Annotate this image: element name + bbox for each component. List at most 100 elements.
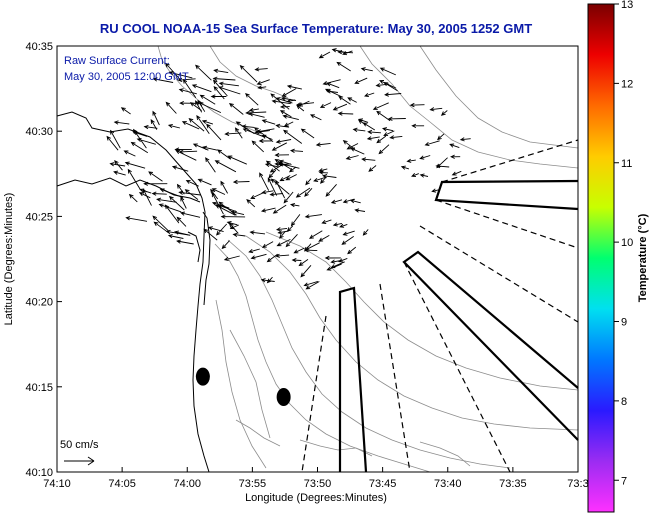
- current-vector-arrow: [298, 100, 310, 107]
- station-dot: [195, 367, 210, 386]
- current-vector-arrow: [249, 230, 266, 235]
- current-vector-arrow: [213, 68, 229, 74]
- current-vector-arrow: [313, 176, 326, 183]
- current-vector-arrow: [248, 248, 260, 254]
- current-vector-arrow: [419, 173, 429, 178]
- current-vector-arrow: [285, 233, 298, 248]
- current-vector-arrow: [220, 180, 228, 194]
- current-vector-arrow: [254, 67, 268, 72]
- current-vector-arrow: [376, 110, 391, 122]
- current-vector-arrow: [367, 129, 381, 135]
- current-vector-arrow: [212, 79, 228, 97]
- current-vector-arrow: [242, 128, 265, 138]
- colorbar-tick-label: 9: [621, 317, 627, 329]
- current-vector-arrow: [364, 92, 375, 98]
- current-vector-arrow: [304, 214, 322, 219]
- colorbar-tick-label: 13: [621, 0, 633, 11]
- current-vector-arrow: [156, 197, 177, 203]
- current-vector-arrow: [256, 79, 270, 85]
- coverage-lines: [301, 139, 579, 473]
- y-axis-ticks: 40:10 40:15 40:20 40:25 40:30 40:35: [25, 41, 62, 479]
- y-tick-label: 40:25: [25, 211, 53, 223]
- current-vector-arrow: [228, 102, 244, 115]
- current-vector-arrow: [330, 199, 343, 204]
- current-vector-arrow: [250, 253, 267, 260]
- current-vector-arrow: [127, 168, 141, 190]
- current-vector-arrow: [341, 236, 354, 245]
- current-vector-arrow: [354, 77, 368, 84]
- y-axis-label: Latitude (Degrees:Minutes): [3, 193, 15, 326]
- y-tick-label: 40:30: [25, 126, 53, 138]
- current-vector-arrow: [197, 99, 206, 112]
- current-vector-arrow: [352, 127, 366, 132]
- colorbar-tick-label: 7: [621, 475, 627, 487]
- y-tick-label: 40:10: [25, 467, 53, 479]
- current-vectors: [106, 48, 471, 290]
- x-tick-label: 74:05: [108, 478, 136, 490]
- current-vector-arrow: [279, 104, 290, 109]
- current-vector-arrow: [164, 204, 180, 224]
- current-vector-arrow: [167, 234, 184, 239]
- current-vector-arrow: [429, 107, 443, 112]
- current-vector-arrow: [379, 67, 396, 76]
- current-vector-arrow: [158, 203, 182, 213]
- current-vector-arrow: [180, 196, 187, 209]
- current-vector-arrow: [260, 207, 276, 213]
- y-tick-label: 40:15: [25, 382, 53, 394]
- current-vector-arrow: [411, 123, 425, 129]
- current-vector-arrow: [196, 115, 210, 134]
- current-vector-arrow: [152, 77, 174, 83]
- colorbar: 7 8 9 10 11 12 13 Temperature (°C): [587, 0, 649, 513]
- current-vector-arrow: [280, 96, 297, 102]
- current-vector-arrow: [384, 92, 402, 97]
- x-tick-label: 73:55: [239, 478, 267, 490]
- current-vector-arrow: [304, 187, 313, 197]
- current-vector-arrow: [261, 119, 276, 125]
- current-vector-arrow: [290, 214, 301, 227]
- current-vector-arrow: [361, 157, 376, 162]
- current-vector-arrow: [207, 226, 224, 233]
- current-vector-arrow: [282, 114, 299, 121]
- current-vector-arrow: [113, 120, 130, 125]
- current-vector-arrow: [288, 166, 297, 173]
- current-vector-arrow: [362, 229, 369, 236]
- colorbar-tick-label: 10: [621, 237, 633, 249]
- current-vector-arrow: [138, 192, 151, 199]
- current-vector-arrow: [216, 223, 228, 236]
- current-vector-arrow: [167, 123, 181, 129]
- current-vector-arrow: [342, 230, 355, 236]
- current-vector-arrow: [275, 253, 290, 258]
- x-tick-label: 73:40: [434, 478, 462, 490]
- current-vector-arrow: [113, 170, 126, 176]
- current-vector-arrow: [229, 224, 239, 230]
- current-vector-arrow: [153, 221, 169, 233]
- current-vector-arrow: [318, 51, 331, 59]
- current-vector-arrow: [171, 165, 189, 172]
- current-vector-arrow: [358, 118, 369, 123]
- current-vector-arrow: [339, 223, 348, 228]
- current-vector-arrow: [389, 135, 403, 140]
- current-vector-arrow: [239, 64, 258, 83]
- current-vector-arrow: [217, 149, 231, 160]
- current-vector-arrow: [303, 280, 319, 287]
- current-vector-arrow: [250, 191, 265, 199]
- current-vector-arrow: [265, 160, 280, 172]
- current-vector-arrow: [177, 77, 196, 83]
- current-vector-arrow: [368, 165, 377, 172]
- chart-title: RU COOL NOAA-15 Sea Surface Temperature:…: [100, 21, 532, 36]
- x-tick-label: 73:50: [304, 478, 332, 490]
- current-vector-arrow: [256, 128, 275, 134]
- current-vector-arrow: [218, 81, 239, 87]
- current-vector-arrow: [184, 189, 199, 200]
- x-tick-label: 73:3: [567, 478, 588, 490]
- current-vector-arrow: [176, 183, 185, 195]
- station-dot: [276, 388, 291, 407]
- current-vector-arrow: [383, 130, 395, 137]
- current-vector-arrow: [168, 195, 185, 211]
- colorbar-tick-label: 11: [621, 158, 632, 170]
- y-tick-label: 40:20: [25, 297, 53, 309]
- current-vector-arrow: [318, 235, 330, 242]
- current-vector-arrow: [347, 97, 357, 103]
- current-vector-arrow: [424, 140, 440, 147]
- current-vector-arrow: [123, 150, 136, 157]
